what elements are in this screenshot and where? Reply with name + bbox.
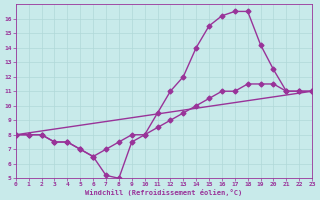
- X-axis label: Windchill (Refroidissement éolien,°C): Windchill (Refroidissement éolien,°C): [85, 189, 243, 196]
